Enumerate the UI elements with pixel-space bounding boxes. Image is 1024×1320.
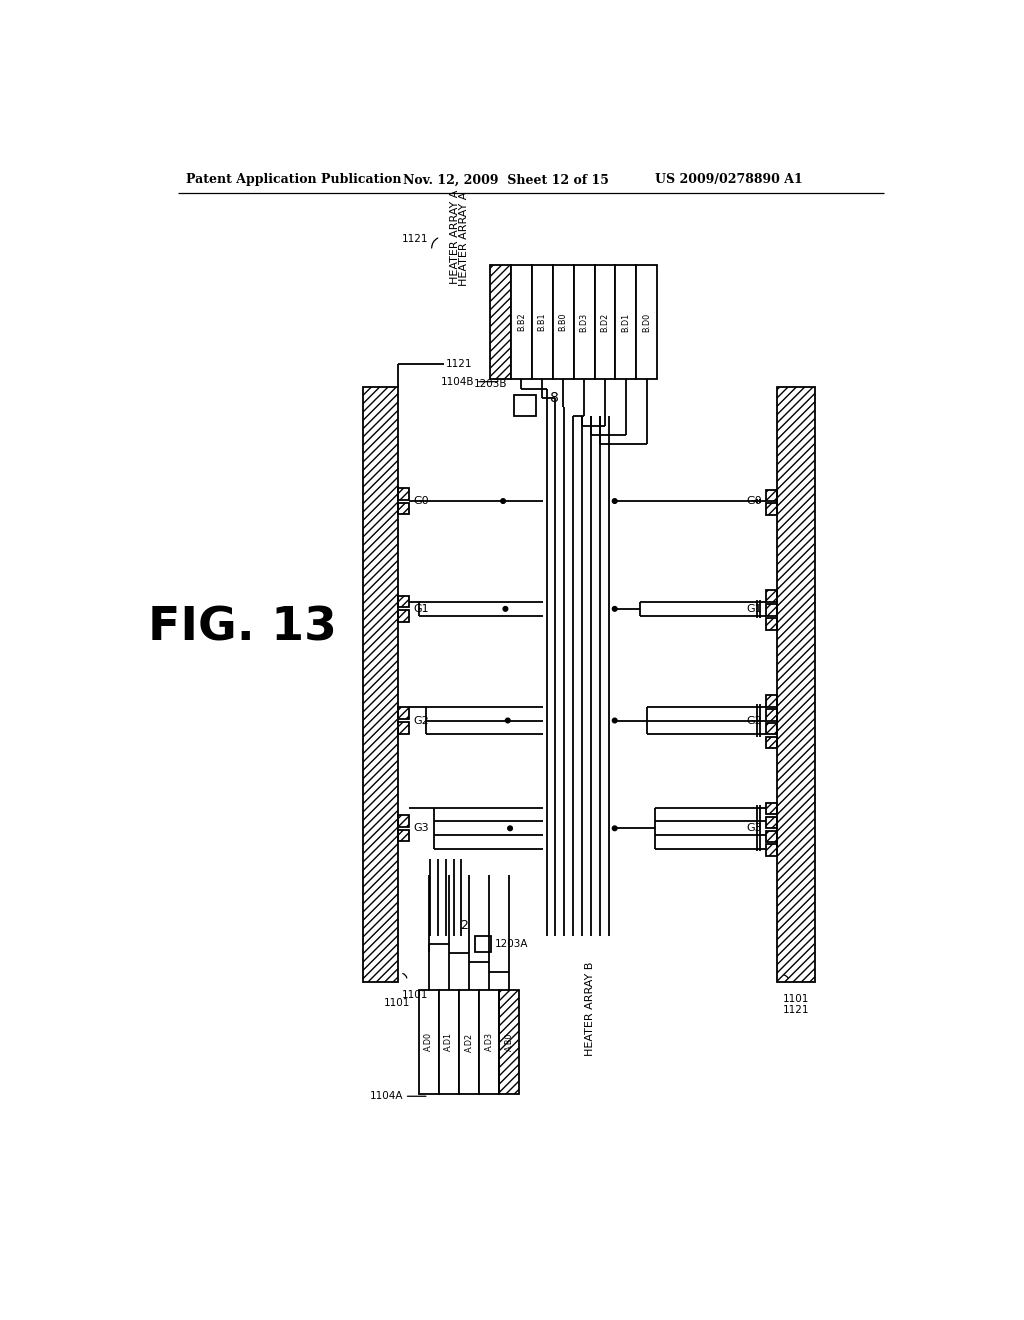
Text: B.B1: B.B1 [538, 313, 547, 331]
Text: A.B0: A.B0 [505, 1032, 514, 1051]
Text: G3: G3 [414, 824, 429, 833]
Bar [397, 610, 410, 622]
Bar [766, 605, 777, 615]
Bar [397, 816, 410, 826]
Text: A.D0: A.D0 [424, 1032, 433, 1052]
Text: 1121: 1121 [782, 1006, 809, 1015]
Text: B.D3: B.D3 [580, 313, 589, 331]
Text: Patent Application Publication: Patent Application Publication [186, 173, 401, 186]
Bar [766, 709, 777, 721]
Text: HEATER ARRAY A: HEATER ARRAY A [459, 193, 469, 286]
Text: G2: G2 [746, 715, 762, 726]
Bar [397, 830, 410, 841]
Bar [475, 936, 490, 952]
Text: 1104A: 1104A [370, 1092, 403, 1101]
Bar [397, 503, 410, 515]
Bar [419, 990, 438, 1094]
Circle shape [506, 718, 510, 723]
Bar [438, 990, 459, 1094]
Text: G0: G0 [746, 496, 762, 506]
Text: B.D1: B.D1 [622, 313, 631, 331]
Text: 1121: 1121 [445, 359, 472, 370]
Circle shape [612, 499, 617, 503]
Bar [397, 595, 410, 607]
Bar [766, 723, 777, 734]
Bar [766, 503, 777, 515]
Bar [766, 830, 777, 842]
Text: B.B0: B.B0 [559, 313, 567, 331]
Text: A.D2: A.D2 [465, 1032, 473, 1052]
Text: G1: G1 [746, 603, 762, 614]
Text: B.D2: B.D2 [600, 313, 609, 331]
Bar [766, 618, 777, 630]
Text: G1: G1 [414, 603, 429, 614]
Text: G2: G2 [414, 715, 429, 726]
Text: HEATER ARRAY B: HEATER ARRAY B [586, 962, 595, 1056]
Text: 1101: 1101 [401, 990, 428, 1001]
Bar [511, 264, 531, 379]
Bar [397, 722, 410, 734]
Text: 1101: 1101 [384, 998, 411, 1007]
Bar [766, 490, 777, 502]
Circle shape [612, 826, 617, 830]
Bar [531, 264, 553, 379]
Text: Nov. 12, 2009  Sheet 12 of 15: Nov. 12, 2009 Sheet 12 of 15 [403, 173, 609, 186]
Text: G3: G3 [746, 824, 762, 833]
Bar [479, 990, 500, 1094]
Text: B.D0: B.D0 [642, 313, 651, 331]
Bar [766, 817, 777, 829]
Bar [489, 264, 511, 379]
Bar [553, 264, 573, 379]
Text: HEATER ARRAY A: HEATER ARRAY A [450, 190, 460, 284]
Bar [362, 387, 397, 982]
Text: A.D3: A.D3 [484, 1032, 494, 1052]
Circle shape [612, 718, 617, 723]
Text: 1121: 1121 [402, 234, 429, 244]
Text: G0: G0 [414, 496, 429, 506]
Text: 1203B: 1203B [474, 379, 508, 388]
Text: A.D1: A.D1 [444, 1032, 454, 1052]
Text: FIG. 13: FIG. 13 [148, 606, 337, 651]
Bar [766, 845, 777, 857]
Bar [397, 488, 410, 499]
Bar [766, 803, 777, 814]
Bar [766, 737, 777, 748]
Text: 2: 2 [460, 919, 468, 932]
Text: US 2009/0278890 A1: US 2009/0278890 A1 [655, 173, 803, 186]
Bar [766, 696, 777, 706]
Bar [514, 395, 536, 416]
Text: 1203A: 1203A [495, 939, 528, 949]
Bar [397, 708, 410, 719]
Bar [459, 990, 479, 1094]
Bar [500, 990, 519, 1094]
Text: 1104B: 1104B [441, 376, 474, 387]
Circle shape [501, 499, 506, 503]
Text: 8: 8 [550, 391, 559, 405]
Bar [777, 387, 815, 982]
Bar [573, 264, 595, 379]
Bar [595, 264, 615, 379]
Circle shape [508, 826, 512, 830]
Text: 1101: 1101 [783, 994, 809, 1003]
Bar [615, 264, 636, 379]
Bar [636, 264, 657, 379]
Circle shape [503, 607, 508, 611]
Bar [766, 590, 777, 602]
Text: B.B2: B.B2 [517, 313, 525, 331]
Circle shape [612, 607, 617, 611]
